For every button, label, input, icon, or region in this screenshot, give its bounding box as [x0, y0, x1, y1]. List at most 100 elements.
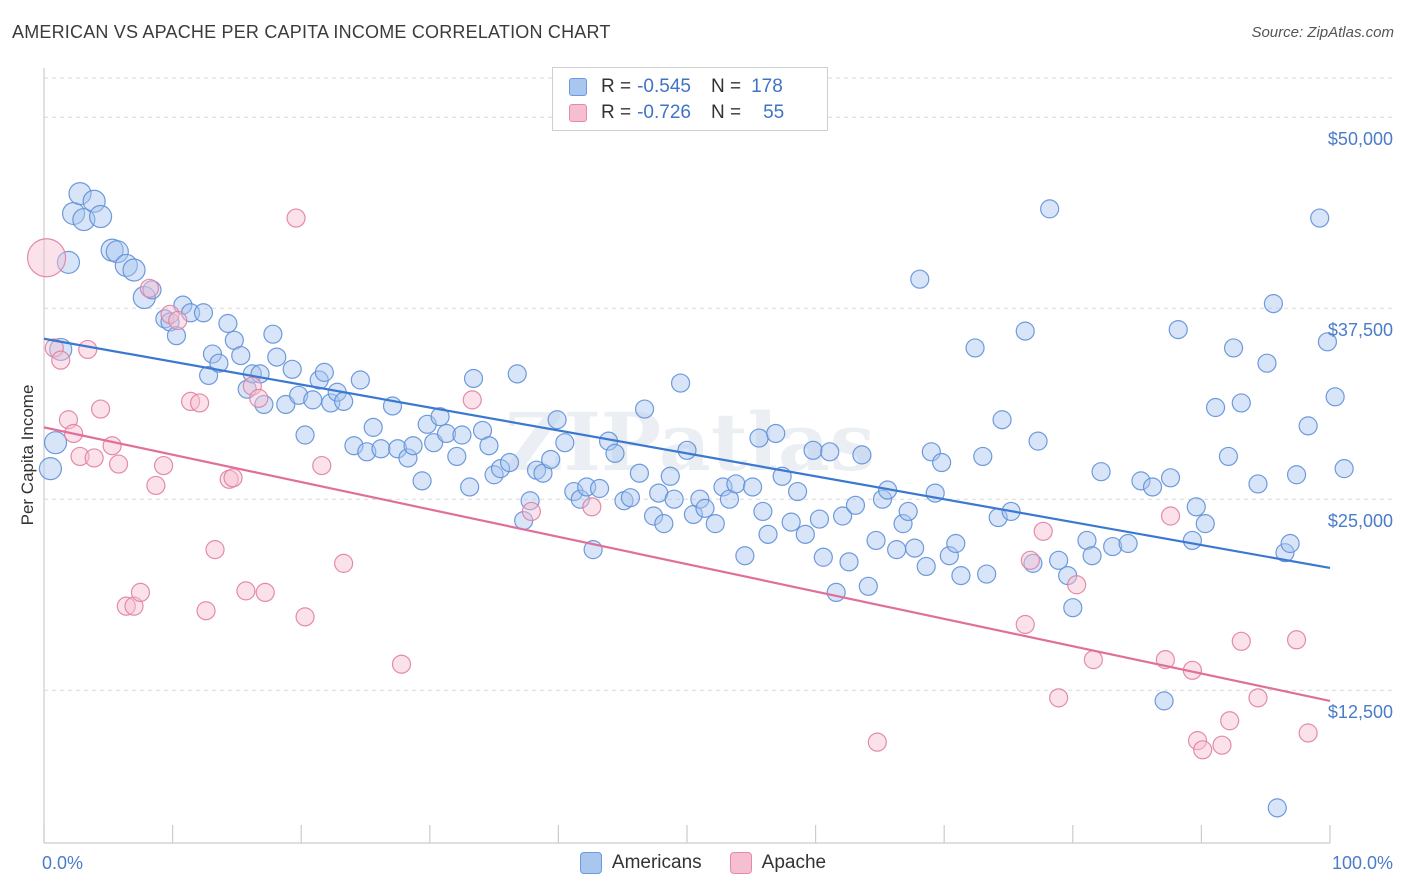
americans-point: [314, 362, 334, 382]
y-tick-label: $37,500: [1328, 320, 1393, 340]
americans-point: [1168, 319, 1188, 340]
americans-point: [218, 313, 238, 334]
apache-point: [1160, 506, 1181, 526]
americans-point: [38, 457, 63, 481]
americans-point: [813, 547, 833, 567]
americans-point: [695, 498, 715, 518]
legend-swatch-apache: [729, 852, 752, 874]
americans-point: [371, 439, 391, 459]
americans-point: [1118, 533, 1138, 554]
apache-point: [78, 339, 98, 360]
americans-point: [289, 385, 309, 405]
americans-point: [1195, 514, 1215, 534]
americans-point: [946, 533, 966, 554]
americans-point: [1317, 332, 1338, 352]
series-legend: Americans Apache: [0, 852, 1406, 874]
americans-point: [436, 423, 457, 444]
apache-point: [196, 601, 216, 621]
legend-n-label: N =: [710, 102, 742, 123]
apache-point: [249, 388, 269, 408]
apache-point: [1248, 688, 1268, 708]
americans-point: [852, 445, 872, 465]
americans-point: [499, 452, 520, 473]
apache-point: [1220, 711, 1240, 731]
americans-point: [1028, 431, 1048, 451]
americans-point: [826, 582, 846, 603]
americans-point: [690, 489, 710, 509]
americans-point: [303, 390, 323, 410]
apache-point: [462, 390, 482, 410]
x-tick-label: 0.0%: [42, 853, 83, 873]
apache-point: [582, 497, 602, 517]
americans-point: [412, 471, 432, 491]
americans-point: [452, 425, 472, 445]
americans-point: [479, 436, 499, 456]
apache-point: [1067, 575, 1087, 595]
americans-point: [166, 326, 187, 346]
apache-point: [867, 732, 887, 752]
apache-point: [70, 446, 90, 467]
americans-point: [430, 407, 450, 427]
y-tick-label: $25,000: [1328, 511, 1393, 531]
americans-point: [795, 524, 815, 544]
apache-point: [1083, 650, 1103, 670]
apache-point: [130, 582, 151, 603]
apache-point: [160, 304, 180, 324]
americans-point: [357, 442, 377, 462]
americans-point: [564, 481, 584, 502]
americans-point: [1310, 208, 1330, 228]
americans-point: [893, 514, 913, 534]
legend-swatch-americans: [569, 78, 587, 96]
americans-point: [705, 514, 725, 534]
apache-point: [1212, 735, 1232, 755]
legend-item-apache[interactable]: Apache: [729, 852, 826, 874]
americans-point: [1049, 550, 1069, 570]
americans-point: [209, 353, 229, 373]
americans-point: [858, 576, 878, 596]
chart-title: AMERICAN VS APACHE PER CAPITA INCOME COR…: [12, 22, 611, 42]
apache-point: [44, 338, 64, 358]
americans-point: [1231, 393, 1251, 413]
americans-point: [1040, 199, 1060, 219]
americans-point: [570, 489, 590, 509]
apache-point: [295, 607, 315, 627]
apache-point: [236, 581, 256, 601]
americans-point: [555, 433, 575, 453]
americans-point: [887, 540, 907, 560]
apache-point: [255, 582, 275, 603]
americans-point: [122, 258, 146, 282]
americans-point: [965, 338, 985, 358]
apache-point: [26, 238, 67, 278]
y-tick-label: $50,000: [1328, 129, 1393, 149]
americans-point: [910, 269, 930, 289]
americans-point: [231, 345, 251, 366]
americans-point: [620, 488, 641, 508]
americans-point: [363, 417, 383, 437]
americans-point: [939, 546, 959, 566]
americans-point: [1077, 530, 1097, 551]
americans-point: [398, 448, 418, 468]
americans-point: [1182, 530, 1202, 551]
apache-point: [168, 310, 188, 331]
legend-item-americans[interactable]: Americans: [579, 852, 702, 874]
americans-point: [803, 440, 823, 460]
americans-point: [992, 410, 1012, 430]
y-axis-title: Per Capita Income: [18, 385, 37, 526]
legend-swatch-americans: [579, 852, 602, 874]
trend-lines: [43, 337, 1331, 702]
americans-point: [1298, 416, 1318, 436]
americans-point: [664, 489, 684, 509]
americans-point: [1334, 459, 1354, 479]
americans-point: [447, 446, 467, 467]
legend-row-apache: R = -0.726 N = 55: [569, 100, 784, 126]
legend-row-americans: R = -0.545 N = 178: [569, 74, 783, 100]
americans-point: [1286, 465, 1307, 485]
x-tick-label: 100.0%: [1332, 853, 1393, 873]
americans-point: [43, 431, 68, 455]
americans-point: [1103, 536, 1123, 557]
americans-point: [1091, 462, 1111, 482]
americans-point: [839, 552, 859, 572]
americans-point: [905, 538, 925, 558]
legend-r-value: -0.726: [637, 102, 691, 123]
americans-point: [114, 253, 138, 278]
